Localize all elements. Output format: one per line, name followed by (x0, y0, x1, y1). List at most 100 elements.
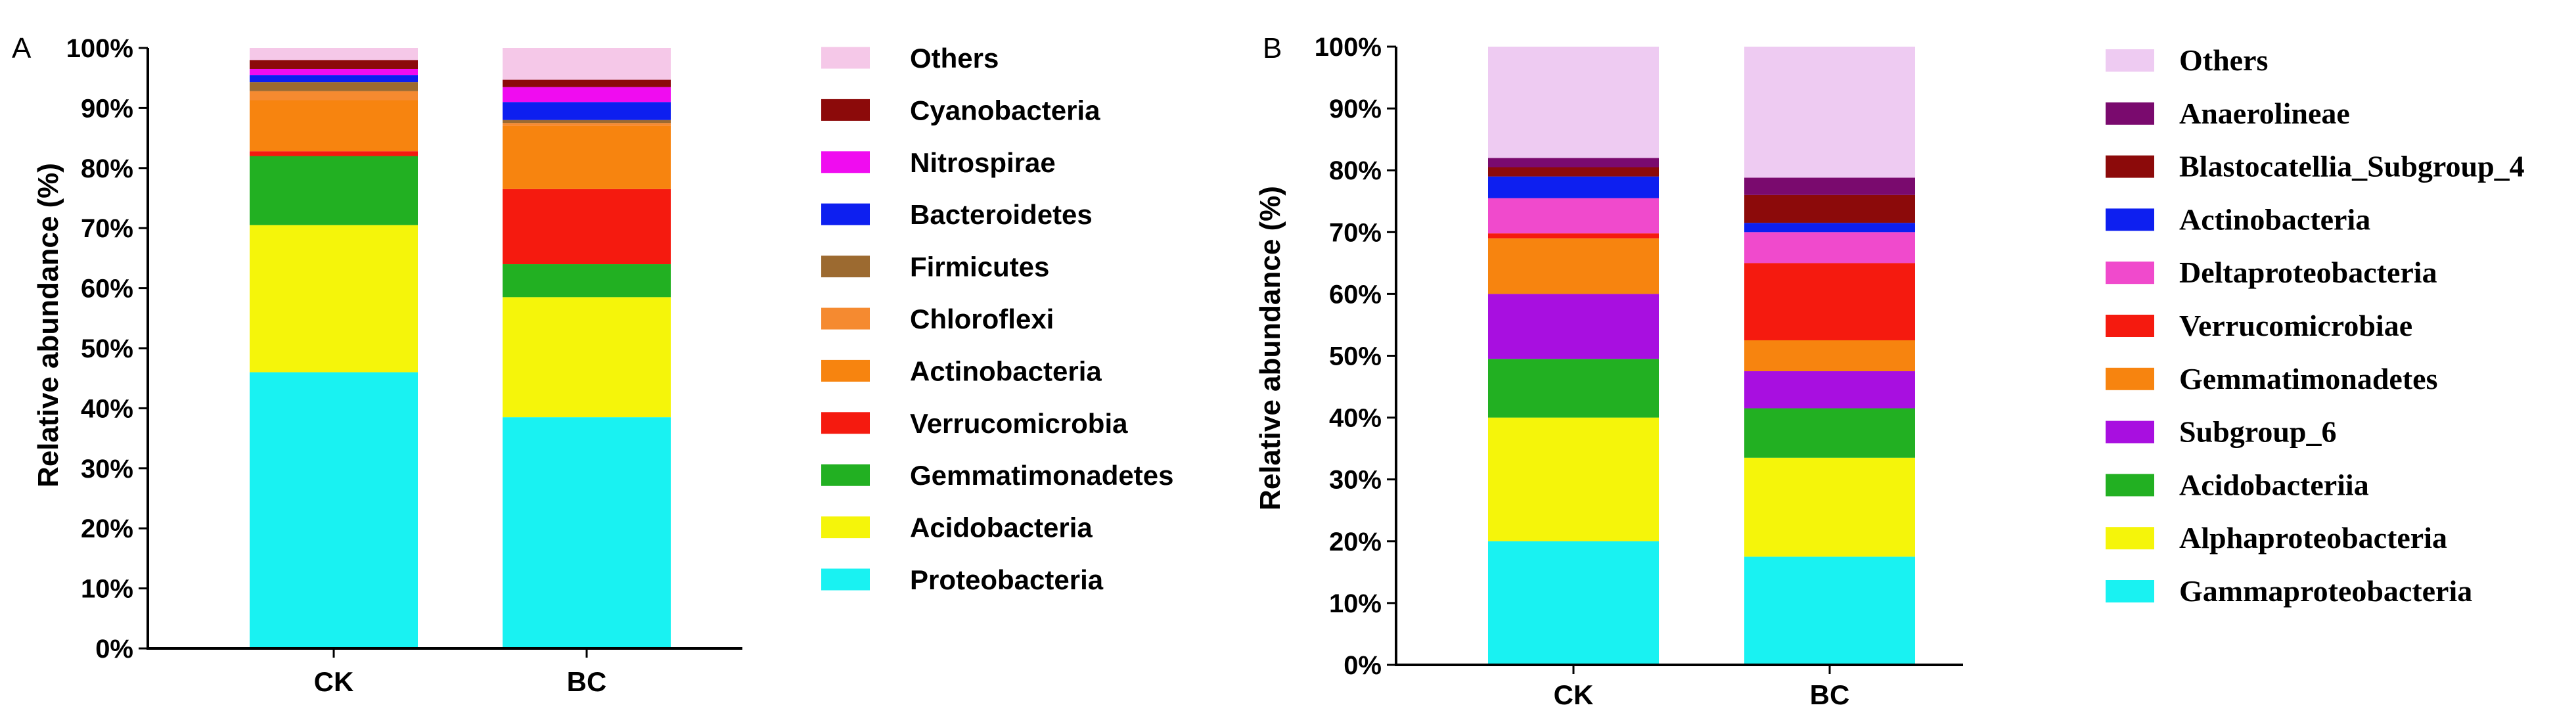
y-tick-label: 90% (1329, 95, 1382, 124)
bar-segment-ck-chloroflexi (250, 91, 418, 101)
y-tick-label: 50% (1329, 342, 1382, 371)
panel-a-chart: A Relative abundance (%) 0% 10% 20% 30% 40% 5… (12, 32, 1173, 697)
bar-segment-ck-gammaproteobacteria (1488, 541, 1659, 665)
legend-swatch (821, 412, 870, 434)
legend-label: Others (2179, 43, 2268, 77)
legend-label: Deltaproteobacteria (2179, 256, 2437, 289)
legend-label: Blastocatellia_Subgroup_4 (2179, 150, 2525, 183)
panel-a-y-ticks: 0% 10% 20% 30% 40% 50% 60% 70% 80% 90% 100% (66, 34, 148, 664)
panel-b-chart: B Relative abundance (%) 0% 10% 20% 30% 40% 5… (1254, 32, 2525, 710)
y-tick-label: 10% (81, 575, 133, 604)
panel-a-legend: Others Cyanobacteria Nitrospirae Bacteroide… (821, 43, 1173, 595)
panel-b-legend: Others Anaerolineae Blastocatellia_Subgrou… (2106, 43, 2525, 608)
legend-label: Actinobacteria (910, 355, 1102, 386)
legend-swatch (821, 307, 870, 330)
legend-swatch (821, 151, 870, 173)
bar-segment-bc-nitrospirae (503, 87, 671, 102)
bar-segment-bc-alphaproteobacteria (1744, 457, 1915, 557)
bar-segment-ck-proteobacteria (250, 372, 418, 648)
bar-segment-bc-subgroup-6 (1744, 371, 1915, 409)
legend-swatch (821, 568, 870, 591)
legend-label: Alphaproteobacteria (2179, 521, 2447, 554)
legend-swatch (821, 47, 870, 69)
bar-segment-bc-bacteroidetes (503, 102, 671, 120)
legend-swatch (821, 99, 870, 121)
legend-swatch (2106, 315, 2154, 337)
y-tick-label: 0% (95, 635, 133, 664)
panel-b-bars (1488, 47, 1915, 665)
legend-swatch (2106, 527, 2154, 550)
bar-segment-bc-others (503, 48, 671, 80)
y-tick-label: 100% (1315, 33, 1382, 62)
bar-segment-ck-firmicutes (250, 82, 418, 91)
legend-swatch (2106, 367, 2154, 390)
bar-segment-bc-actinobacteria (1744, 223, 1915, 233)
legend-label: Anaerolineae (2179, 97, 2350, 130)
legend-label: Cyanobacteria (910, 95, 1100, 125)
legend-label: Nitrospirae (910, 147, 1056, 178)
legend-swatch (821, 359, 870, 382)
panel-a-axes (147, 48, 742, 650)
bar-segment-bc-gammaproteobacteria (1744, 556, 1915, 665)
bar-segment-bc-others (1744, 47, 1915, 178)
legend-label: Acidobacteria (910, 512, 1093, 543)
bar-segment-ck-others (1488, 47, 1659, 158)
y-tick-label: 70% (1329, 218, 1382, 247)
legend-swatch (2106, 208, 2154, 231)
panel-a-label: A (12, 32, 32, 64)
bar-segment-bc-anaerolineae (1744, 177, 1915, 195)
bar-segment-bc-blastocatellia-subgroup-4 (1744, 194, 1915, 223)
legend-label: Bacteroidetes (910, 199, 1093, 230)
y-tick-label: 50% (81, 334, 133, 363)
bar-segment-ck-actinobacteria (1488, 176, 1659, 198)
bar-segment-ck-bacteroidetes (250, 75, 418, 83)
y-tick-label: 0% (1344, 651, 1382, 680)
bar-segment-bc-actinobacteria (503, 125, 671, 189)
y-tick-label: 60% (1329, 280, 1382, 309)
bar-segment-ck-actinobacteria (250, 100, 418, 152)
bar-segment-ck-acidobacteriia (1488, 359, 1659, 418)
x-tick-label-bc: BC (567, 666, 607, 697)
panel-a-y-axis-label: Relative abundance (%) (32, 163, 64, 487)
bar-segment-ck-verrucomicrobiae (1488, 233, 1659, 238)
y-tick-label: 80% (81, 154, 133, 183)
legend-swatch (2106, 580, 2154, 602)
bar-segment-bc-proteobacteria (503, 417, 671, 648)
legend-swatch (2106, 420, 2154, 443)
y-tick-label: 60% (81, 275, 133, 304)
panel-a-x-ticks: CK BC (314, 648, 607, 697)
y-tick-label: 10% (1329, 589, 1382, 618)
legend-swatch (2106, 474, 2154, 497)
y-tick-label: 30% (81, 455, 133, 484)
legend-swatch (2106, 155, 2154, 178)
y-tick-label: 90% (81, 94, 133, 123)
legend-label: Verrucomicrobiae (2179, 309, 2412, 342)
bar-segment-bc-verrucomicrobiae (1744, 263, 1915, 340)
bar-segment-ck-deltaproteobacteria (1488, 198, 1659, 234)
bar-segment-ck-others (250, 48, 418, 60)
bar-segment-ck-alphaproteobacteria (1488, 417, 1659, 541)
legend-label: Subgroup_6 (2179, 415, 2337, 449)
legend-label: Verrucomicrobia (910, 408, 1128, 439)
panel-b-label: B (1263, 32, 1282, 64)
panel-b-axes (1395, 47, 1963, 666)
bar-segment-ck-gemmatimonadetes (1488, 238, 1659, 294)
bar-segment-bc-chloroflexi (503, 123, 671, 126)
legend-swatch (2106, 261, 2154, 284)
legend-label: Gammaproteobacteria (2179, 574, 2472, 608)
y-tick-label: 70% (81, 214, 133, 243)
legend-swatch (821, 516, 870, 539)
bar-segment-ck-cyanobacteria (250, 60, 418, 69)
bar-segment-ck-verrucomicrobia (250, 151, 418, 156)
y-tick-label: 30% (1329, 466, 1382, 495)
legend-swatch (821, 464, 870, 486)
y-tick-label: 40% (81, 394, 133, 423)
bar-segment-ck-anaerolineae (1488, 158, 1659, 168)
bar-segment-bc-acidobacteria (503, 297, 671, 418)
legend-label: Actinobacteria (2179, 202, 2370, 236)
y-tick-label: 80% (1329, 156, 1382, 185)
bar-segment-bc-firmicutes (503, 120, 671, 124)
x-tick-label-ck: CK (1554, 679, 1594, 710)
bar-segment-bc-gemmatimonadetes (503, 264, 671, 298)
